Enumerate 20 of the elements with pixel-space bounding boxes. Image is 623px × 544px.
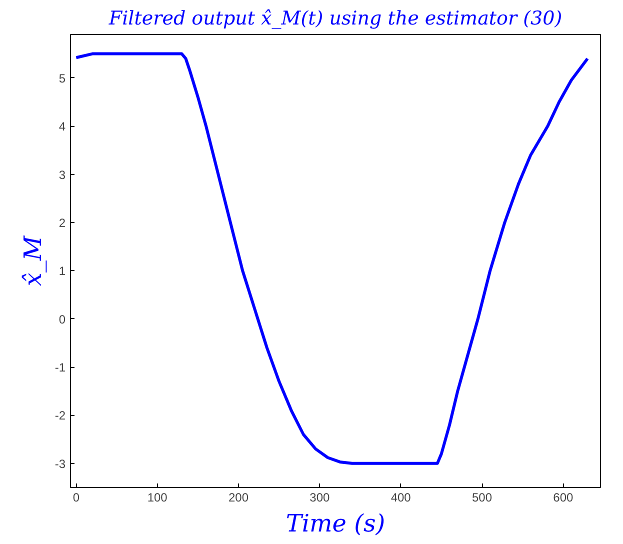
y-tick-label: -1: [54, 360, 66, 375]
y-tick-label: 4: [58, 120, 66, 134]
x-tick-label: 500: [472, 490, 492, 504]
y-tick-label: 3: [58, 168, 66, 182]
x-tick-label: 0: [72, 490, 80, 504]
y-tick-label: 0: [58, 312, 66, 326]
y-tick-label: 1: [58, 264, 66, 278]
x-tick-label: 300: [310, 490, 330, 504]
y-tick-label: 2: [58, 216, 66, 230]
chart-title: Filtered output x̂_M(t) using the estimator (30): [108, 8, 562, 30]
y-tick-label: 5: [58, 71, 66, 86]
x-tick-label: 600: [553, 490, 574, 504]
y-tick-label: -3: [54, 456, 66, 471]
y-tick-label: -2: [54, 408, 66, 423]
x-axis-title: Time (s): [286, 510, 386, 538]
x-tick-label: 200: [228, 490, 249, 504]
x-tick-label: 400: [390, 490, 412, 504]
x-tick-label: 100: [147, 490, 168, 504]
y-axis-title: x̂_M: [18, 234, 47, 286]
line-series: [74, 52, 590, 465]
